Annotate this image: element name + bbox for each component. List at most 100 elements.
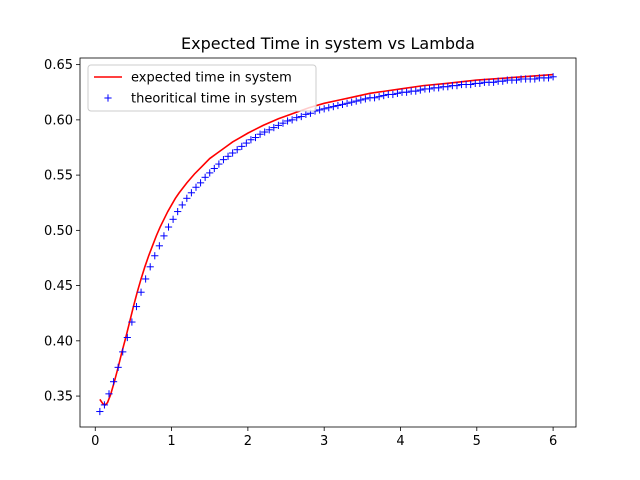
- data-point-marker: [128, 318, 136, 326]
- data-point-marker: [393, 89, 402, 97]
- data-point-marker: [320, 105, 328, 113]
- data-point-marker: [549, 73, 557, 81]
- data-point-marker: [361, 95, 369, 103]
- data-point-marker: [96, 407, 104, 416]
- data-point-marker: [206, 169, 214, 177]
- data-point-marker: [334, 101, 342, 110]
- series-line-expected: [99, 73, 554, 406]
- data-point-marker: [435, 84, 443, 92]
- data-point-marker: [338, 100, 347, 109]
- data-point-marker: [109, 378, 118, 386]
- data-point-marker: [316, 106, 324, 114]
- y-tick-label: 0.50: [44, 224, 73, 239]
- data-point-marker: [499, 77, 507, 85]
- x-tick-label: 6: [549, 434, 557, 449]
- legend-entry-label: theoritical time in system: [131, 92, 297, 107]
- y-tick-label: 0.65: [44, 58, 73, 73]
- y-tick-label: 0.60: [44, 113, 73, 128]
- data-point-marker: [100, 401, 109, 409]
- x-tick-label: 3: [320, 434, 328, 449]
- data-point-marker: [174, 207, 182, 216]
- data-point-marker: [201, 173, 209, 181]
- data-point-marker: [178, 201, 186, 209]
- data-point-marker: [247, 136, 255, 144]
- data-point-marker: [412, 87, 420, 95]
- data-point-marker: [279, 119, 287, 127]
- x-tick-label: 2: [244, 434, 252, 449]
- data-point-marker: [196, 179, 205, 187]
- data-point-marker: [380, 91, 388, 100]
- data-point-marker: [270, 124, 278, 132]
- data-point-marker: [114, 363, 122, 371]
- data-point-marker: [164, 223, 173, 231]
- data-point-marker: [132, 302, 141, 311]
- data-point-marker: [283, 117, 292, 125]
- data-point-marker: [261, 128, 269, 136]
- data-point-marker: [155, 242, 163, 250]
- data-point-marker: [348, 98, 356, 106]
- x-tick-label: 0: [91, 434, 99, 449]
- data-point-marker: [453, 82, 461, 90]
- data-point-marker: [402, 88, 411, 96]
- legend: expected time in system theoritical time …: [87, 64, 317, 112]
- axes-frame: [79, 57, 577, 428]
- data-point-marker: [531, 75, 539, 83]
- data-point-marker: [256, 130, 264, 138]
- data-point-marker: [389, 90, 397, 99]
- data-point-marker: [444, 83, 452, 91]
- data-point-marker: [274, 121, 282, 129]
- data-point-marker: [160, 232, 168, 240]
- chart-title: Expected Time in system vs Lambda: [181, 34, 475, 53]
- data-point-marker: [288, 116, 296, 124]
- y-tick-label: 0.40: [44, 334, 73, 349]
- axes: 0 1 2 3 4 5 6 0.35 0.40 0.45 0.50 0.55 0.60 0.65: [44, 57, 577, 449]
- data-point-marker: [352, 97, 360, 105]
- data-point-marker: [293, 114, 301, 122]
- data-point-marker: [375, 93, 383, 101]
- data-point-marker: [233, 146, 241, 154]
- data-point-marker: [476, 79, 484, 88]
- data-point-marker: [343, 99, 351, 107]
- x-tick-label: 5: [473, 434, 481, 449]
- y-tick-label: 0.45: [44, 279, 73, 294]
- data-point-marker: [370, 94, 379, 102]
- data-point-marker: [224, 152, 232, 160]
- data-point-marker: [238, 142, 246, 150]
- data-point-marker: [169, 215, 177, 223]
- legend-entry-label: expected time in system: [131, 71, 292, 86]
- plot-area: [96, 73, 557, 416]
- data-point-marker: [183, 194, 191, 202]
- x-tick-label: 4: [396, 434, 404, 449]
- data-point-marker: [187, 189, 196, 197]
- data-point-marker: [105, 390, 113, 398]
- x-tick-label: 1: [167, 434, 175, 449]
- data-point-marker: [467, 80, 475, 89]
- data-point-marker: [265, 126, 273, 134]
- data-point-marker: [137, 288, 145, 296]
- data-point-marker: [544, 74, 553, 82]
- data-point-marker: [242, 139, 250, 147]
- data-point-marker: [229, 149, 237, 157]
- data-point-marker: [123, 333, 131, 342]
- legend-box: [87, 64, 317, 112]
- data-point-marker: [215, 160, 223, 168]
- data-point-marker: [425, 85, 434, 93]
- data-point-marker: [416, 86, 424, 94]
- data-point-marker: [489, 78, 498, 86]
- data-point-marker: [142, 275, 150, 283]
- data-point-marker: [325, 104, 333, 112]
- data-point-marker: [302, 110, 310, 118]
- data-point-marker: [357, 96, 365, 104]
- data-point-marker: [119, 348, 127, 356]
- data-point-marker: [219, 156, 228, 164]
- data-point-marker: [151, 252, 159, 260]
- data-point-marker: [329, 103, 337, 111]
- data-point-marker: [297, 112, 305, 121]
- y-tick-label: 0.55: [44, 169, 73, 184]
- data-point-marker: [146, 263, 154, 271]
- y-tick-label: 0.35: [44, 390, 73, 405]
- data-point-marker: [251, 133, 260, 142]
- data-point-marker: [512, 76, 521, 84]
- data-point-marker: [192, 183, 200, 191]
